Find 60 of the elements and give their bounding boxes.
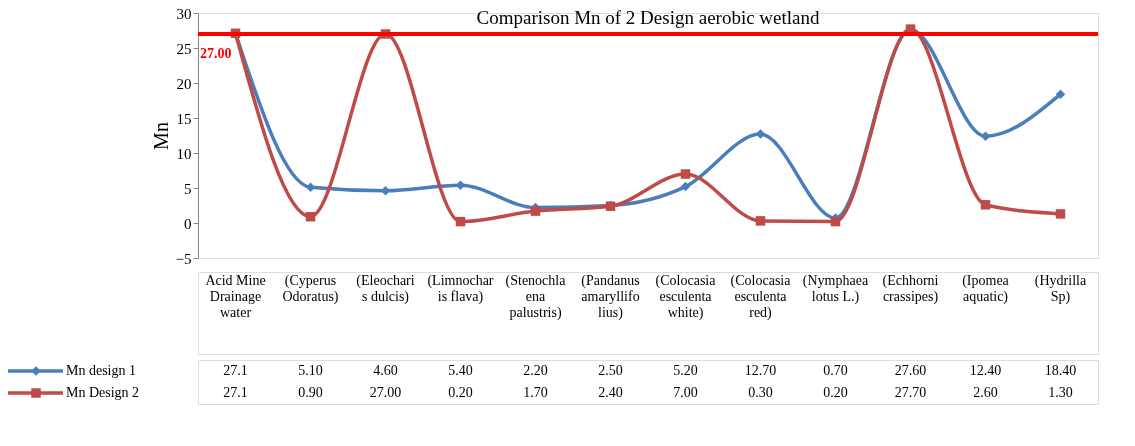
data-label: 2.40: [598, 385, 623, 400]
x-tick-label: (Limnocharis flava): [427, 273, 494, 305]
data-label: 27.60: [894, 363, 927, 378]
data-label: 27.1: [223, 363, 248, 378]
point: [830, 216, 841, 227]
data-label: 2.20: [523, 363, 548, 378]
chart-title: Comparison Mn of 2 Design aerobic wetland: [476, 7, 820, 28]
ref-line-label: 27.00: [200, 46, 232, 61]
point: [455, 216, 466, 227]
point: [755, 216, 766, 226]
point: [680, 181, 691, 192]
legend-label: Mn design 1: [66, 363, 136, 378]
point: [1055, 89, 1066, 99]
legend-label: Mn Design 2: [66, 385, 140, 400]
data-label: 1.70: [523, 385, 548, 400]
x-tick-label: Acid Mine Drainage water: [205, 273, 266, 320]
y-tick-label: 20: [176, 75, 192, 92]
data-label: 0.30: [748, 385, 773, 400]
y-axis-title: Mn: [149, 122, 172, 150]
x-tick-label: (Hydrilla Sp): [1034, 273, 1087, 305]
point: [680, 169, 691, 179]
x-tick-label: (Pandanus amaryllifolius): [581, 273, 640, 321]
data-label: 18.40: [1044, 363, 1077, 378]
y-tick-label: 5: [184, 180, 192, 197]
data-label: 0.90: [298, 385, 323, 400]
point: [530, 206, 541, 216]
data-label: 0.70: [823, 363, 848, 378]
data-label: 5.20: [673, 363, 698, 378]
data-label: 27.70: [894, 385, 927, 400]
x-tick-label: (Colocasia esculenta red): [730, 273, 792, 321]
point: [1055, 209, 1066, 219]
x-tick-label: (Cyperus Odoratus): [282, 273, 339, 305]
data-label: 0.20: [823, 385, 848, 400]
y-tick-label: 10: [176, 145, 192, 162]
data-label: 1.30: [1048, 385, 1073, 400]
x-tick-label: (Stenochlaena palustris): [505, 273, 567, 321]
data-label: 4.60: [373, 363, 398, 378]
x-tick-label: (Ipomea aquatic): [962, 273, 1010, 305]
point: [305, 211, 316, 222]
data-label: 12.40: [969, 363, 1002, 378]
data-label: 2.60: [973, 385, 998, 400]
x-tick-label: (Echhorni crassipes): [882, 273, 939, 305]
data-label: 12.70: [744, 363, 777, 378]
data-label: 5.40: [448, 363, 473, 378]
y-tick-label: 0: [184, 215, 192, 232]
x-tick-label: (Nymphaea lotus L.): [802, 273, 869, 305]
x-tick-label: (Eleocharis dulcis): [356, 273, 415, 305]
data-label: 2.50: [598, 363, 623, 378]
point: [980, 131, 991, 141]
y-tick-label: 30: [176, 5, 192, 22]
data-label: 7.00: [673, 385, 698, 400]
data-label: 5.10: [298, 363, 323, 378]
y-tick-label: −5: [175, 250, 192, 267]
data-label: 0.20: [448, 385, 473, 400]
y-tick-label: 15: [176, 110, 192, 127]
data-label: 27.1: [223, 385, 248, 400]
y-tick-label: 25: [176, 40, 192, 57]
point: [980, 200, 991, 210]
data-label: 27.00: [369, 385, 402, 400]
x-tick-label: (Colocasia esculenta white): [655, 273, 717, 321]
